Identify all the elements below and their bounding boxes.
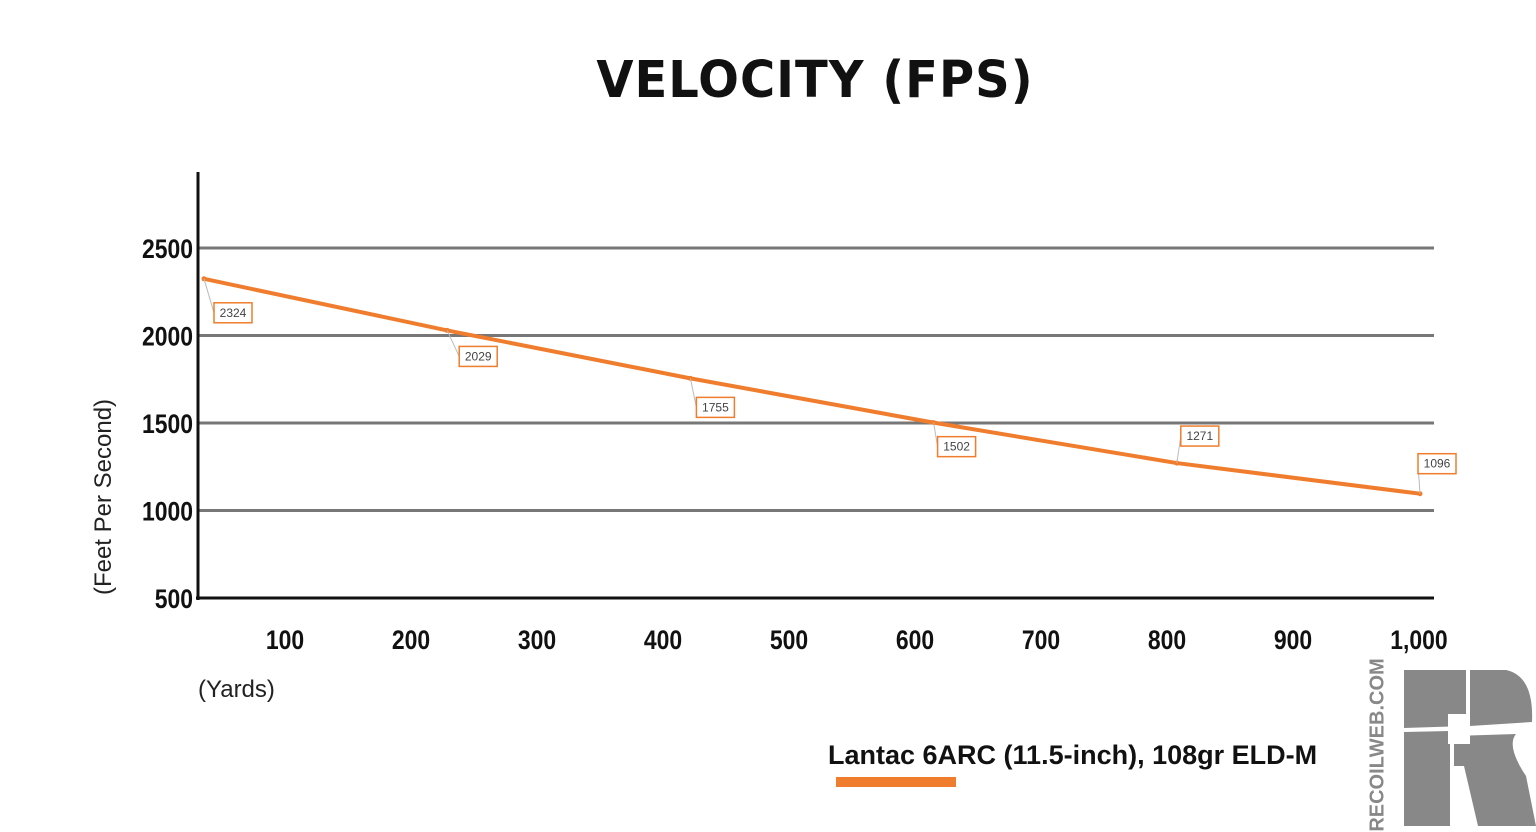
x-tick-label: 500: [770, 625, 808, 655]
logo-text: RECOILWEB.COM: [1366, 658, 1389, 832]
y-tick-label: 500: [155, 584, 193, 614]
data-label: 1502: [943, 440, 970, 454]
data-label-box: [1417, 452, 1457, 475]
x-tick-label: 300: [518, 625, 556, 655]
x-tick-label: 1,000: [1390, 625, 1447, 655]
data-label: 1755: [702, 400, 729, 414]
data-label-box: [213, 302, 253, 324]
chart-title: VELOCITY (FPS): [596, 50, 1034, 110]
y-tick-label: 1000: [142, 497, 193, 527]
data-label-box: [458, 345, 498, 368]
y-tick-label: 2000: [142, 322, 193, 352]
y-axis-label: (Feet Per Second): [90, 398, 117, 596]
data-label-box: [936, 435, 977, 458]
x-tick-label: 100: [266, 625, 304, 655]
data-label: 1096: [1424, 457, 1451, 471]
x-tick-label: 200: [392, 625, 430, 655]
x-tick-label: 900: [1274, 625, 1312, 655]
data-label: 1271: [1186, 429, 1213, 443]
legend-swatch: [836, 777, 956, 787]
data-label-leader: [446, 330, 460, 357]
x-tick-label: 800: [1148, 625, 1186, 655]
x-tick-label: 400: [644, 625, 682, 655]
y-tick-label: 2500: [142, 234, 193, 264]
data-label: 2029: [465, 349, 492, 363]
data-label-leader: [689, 378, 697, 408]
legend-label: Lantac 6ARC (11.5-inch), 108gr ELD-M: [828, 740, 1318, 770]
data-label-box: [695, 396, 736, 419]
x-tick-label: 600: [896, 625, 934, 655]
data-label: 2324: [220, 306, 247, 320]
x-tick-label: 700: [1022, 625, 1060, 655]
data-label-box: [1180, 425, 1220, 447]
series-line: [203, 276, 1421, 496]
y-tick-label: 1500: [142, 409, 193, 439]
data-label-leader: [203, 278, 215, 313]
recoilweb-logo: [1404, 670, 1536, 826]
x-axis-label: (Yards): [198, 676, 275, 703]
